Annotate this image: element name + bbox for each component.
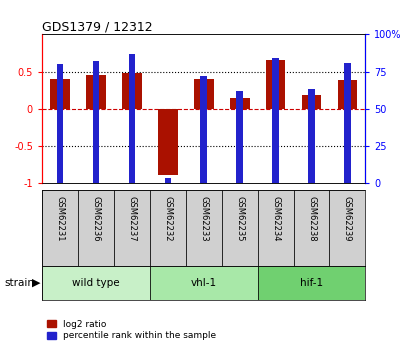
Bar	[344, 63, 351, 183]
Text: GSM62236: GSM62236	[92, 196, 100, 241]
Bar	[86, 75, 106, 109]
Bar	[150, 266, 257, 300]
Text: ▶: ▶	[32, 278, 40, 288]
Text: GSM62238: GSM62238	[307, 196, 316, 241]
Text: GSM62231: GSM62231	[55, 196, 64, 241]
Bar	[42, 190, 78, 266]
Bar	[165, 178, 171, 183]
Bar	[257, 190, 294, 266]
Text: wild type: wild type	[72, 278, 120, 288]
Bar	[200, 76, 207, 183]
Bar	[122, 73, 142, 109]
Bar	[266, 60, 286, 109]
Bar	[42, 266, 150, 300]
Text: GSM62232: GSM62232	[163, 196, 172, 241]
Bar	[257, 266, 365, 300]
Bar	[78, 190, 114, 266]
Bar	[57, 64, 63, 183]
Text: vhl-1: vhl-1	[191, 278, 217, 288]
Bar	[329, 190, 365, 266]
Text: GSM62233: GSM62233	[199, 196, 208, 241]
Bar	[230, 98, 249, 109]
Bar	[294, 190, 329, 266]
Bar	[158, 109, 178, 175]
Bar	[222, 190, 257, 266]
Text: GSM62237: GSM62237	[127, 196, 136, 241]
Legend: log2 ratio, percentile rank within the sample: log2 ratio, percentile rank within the s…	[47, 320, 216, 341]
Bar	[302, 95, 321, 109]
Bar	[194, 79, 214, 109]
Text: GSM62234: GSM62234	[271, 196, 280, 241]
Bar	[93, 61, 99, 183]
Bar	[236, 91, 243, 183]
Text: GSM62235: GSM62235	[235, 196, 244, 241]
Text: hif-1: hif-1	[300, 278, 323, 288]
Text: GSM62239: GSM62239	[343, 196, 352, 241]
Bar	[50, 79, 70, 109]
Bar	[129, 54, 135, 183]
Bar	[186, 190, 222, 266]
Bar	[338, 80, 357, 109]
Bar	[114, 190, 150, 266]
Bar	[308, 89, 315, 183]
Bar	[150, 190, 186, 266]
Bar	[272, 58, 279, 183]
Text: GDS1379 / 12312: GDS1379 / 12312	[42, 20, 152, 33]
Text: strain: strain	[4, 278, 34, 288]
